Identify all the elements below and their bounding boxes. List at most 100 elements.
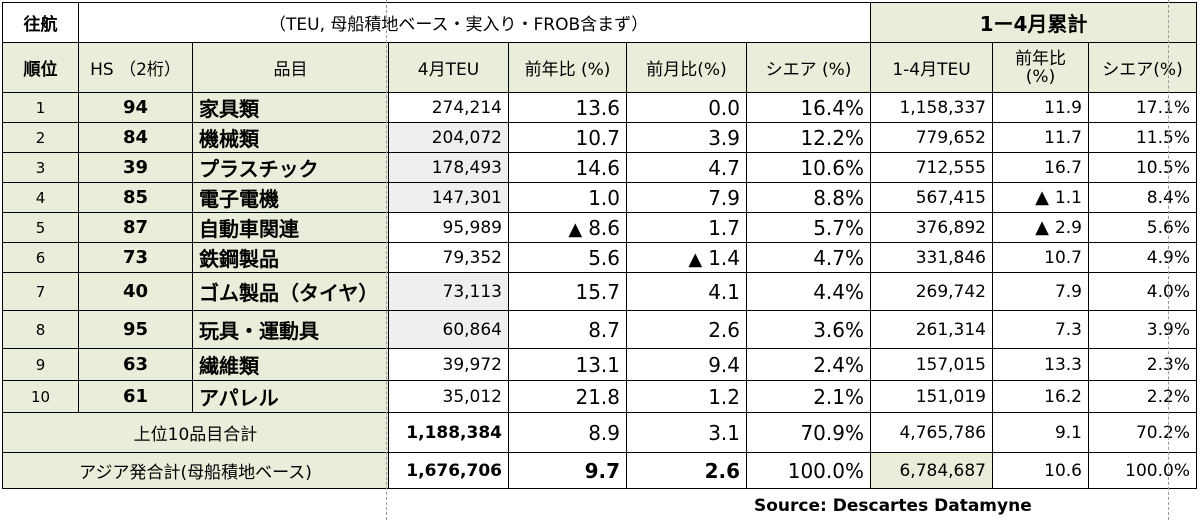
cum-teu-cell: 1,158,337 xyxy=(870,92,993,123)
cum-share-cell: 8.4% xyxy=(1088,182,1197,213)
cum-yoy-cell: 7.3 xyxy=(992,310,1089,349)
total-cum-share-cell: 70.2% xyxy=(1088,412,1197,453)
mom-cell: 2.6 xyxy=(626,310,747,349)
share-cell: 3.6% xyxy=(746,310,871,349)
total-teu-cell: 1,188,384 xyxy=(388,412,509,453)
hs-code-cell: 94 xyxy=(78,92,193,123)
share-cell: 5.7% xyxy=(746,212,871,243)
cum-share-cell: 5.6% xyxy=(1088,212,1197,243)
yoy-cell: 1.0 xyxy=(508,182,627,213)
cum-yoy-cell: ▲ 1.1 xyxy=(992,182,1089,213)
total-cum-share-cell: 100.0% xyxy=(1088,452,1197,489)
cum-teu-cell: 331,846 xyxy=(870,242,993,273)
cum-yoy-cell: 16.7 xyxy=(992,152,1089,183)
share-cell: 16.4% xyxy=(746,92,871,123)
rank-cell: 10 xyxy=(2,380,79,413)
unit-note: （TEU, 母船積地ベース・実入り・FROB含まず） xyxy=(78,2,871,43)
mom-cell: 4.7 xyxy=(626,152,747,183)
rank-cell: 2 xyxy=(2,122,79,153)
cum-share-cell: 4.9% xyxy=(1088,242,1197,273)
header-rank: 順位 xyxy=(2,42,79,93)
hs-code-cell: 73 xyxy=(78,242,193,273)
cum-yoy-cell: 16.2 xyxy=(992,380,1089,413)
cum-yoy-cell: 10.7 xyxy=(992,242,1089,273)
mom-cell-value: 9.4 xyxy=(708,352,740,377)
mom-cell-value: 7.9 xyxy=(708,185,740,210)
negative-triangle-icon: ▲ xyxy=(568,218,583,240)
total-teu-cell: 1,676,706 xyxy=(388,452,509,489)
yoy-cell-value: 8.7 xyxy=(588,317,620,342)
cum-yoy-cell-value: 1.1 xyxy=(1054,188,1082,208)
header-item: 品目 xyxy=(192,42,389,93)
total-mom-cell: 3.1 xyxy=(626,412,747,453)
cum-teu-cell: 269,742 xyxy=(870,272,993,311)
cum-yoy-cell: 13.3 xyxy=(992,348,1089,381)
total-label-cell: アジア発合計(母船積地ベース) xyxy=(2,452,389,489)
hs-code-cell: 39 xyxy=(78,152,193,183)
cum-share-cell: 3.9% xyxy=(1088,310,1197,349)
cum-teu-cell: 157,015 xyxy=(870,348,993,381)
total-share-cell: 70.9% xyxy=(746,412,871,453)
header-cum-yoy-line2: (%) xyxy=(1025,66,1056,87)
item-name-cell: 玩具・運動具 xyxy=(192,310,389,349)
share-cell: 4.4% xyxy=(746,272,871,311)
hs-code-cell: 63 xyxy=(78,348,193,381)
header-april-teu: 4月TEU xyxy=(388,42,509,93)
corner-label: 往航 xyxy=(2,2,79,43)
april-teu-cell: 178,493 xyxy=(388,152,509,183)
hs-code-cell: 85 xyxy=(78,182,193,213)
yoy-cell-value: 13.1 xyxy=(575,352,620,377)
cum-teu-cell: 567,415 xyxy=(870,182,993,213)
rank-cell: 4 xyxy=(2,182,79,213)
share-cell: 12.2% xyxy=(746,122,871,153)
mom-cell-value: 1.7 xyxy=(708,215,740,240)
header-cum-yoy: 前年比 (%) xyxy=(992,42,1089,93)
trade-table: 往航 （TEU, 母船積地ベース・実入り・FROB含まず） 1ー4月累計 順位 … xyxy=(2,2,1197,489)
yoy-cell: 15.7 xyxy=(508,272,627,311)
total-yoy-cell: 9.7 xyxy=(508,452,627,489)
share-cell: 2.4% xyxy=(746,348,871,381)
table-row: 5 87 自動車関連 95,989 ▲ 8.6 1.7 5.7% 376,892 ▲ 2.9 5.6% xyxy=(2,212,1197,243)
cum-yoy-cell-value: 10.7 xyxy=(1044,247,1082,268)
rank-cell: 8 xyxy=(2,310,79,349)
total-cum-yoy-cell: 10.6 xyxy=(992,452,1089,489)
table-row: 8 95 玩具・運動具 60,864 8.7 2.6 3.6% 261,314 7.3 3.9% xyxy=(2,310,1197,349)
yoy-cell: 10.7 xyxy=(508,122,627,153)
april-teu-cell: 79,352 xyxy=(388,242,509,273)
mom-cell-value: 2.6 xyxy=(708,317,740,342)
share-cell: 8.8% xyxy=(746,182,871,213)
rank-cell: 1 xyxy=(2,92,79,123)
cum-yoy-cell-value: 11.9 xyxy=(1044,97,1082,118)
source-credit: Source: Descartes Datamyne xyxy=(754,496,1032,516)
mom-cell: 4.1 xyxy=(626,272,747,311)
table-row: 9 63 繊維類 39,972 13.1 9.4 2.4% 157,015 13.3 2.3% xyxy=(2,348,1197,381)
yoy-cell-value: 1.0 xyxy=(588,185,620,210)
yoy-cell: 5.6 xyxy=(508,242,627,273)
rank-cell: 9 xyxy=(2,348,79,381)
mom-cell: 3.9 xyxy=(626,122,747,153)
mom-cell-value: 4.7 xyxy=(708,155,740,180)
cum-share-cell: 2.3% xyxy=(1088,348,1197,381)
cum-teu-cell: 261,314 xyxy=(870,310,993,349)
rank-cell: 5 xyxy=(2,212,79,243)
item-name-cell: 鉄鋼製品 xyxy=(192,242,389,273)
mom-cell: 0.0 xyxy=(626,92,747,123)
table-row: 2 84 機械類 204,072 10.7 3.9 12.2% 779,652 11.7 11.5… xyxy=(2,122,1197,153)
cum-teu-cell: 376,892 xyxy=(870,212,993,243)
header-mom: 前月比(%) xyxy=(626,42,747,93)
header-cum-yoy-line1: 前年比 xyxy=(1015,48,1066,69)
header-cum-share: シエア(%) xyxy=(1088,42,1197,93)
hs-code-cell: 61 xyxy=(78,380,193,413)
cumulative-title: 1ー4月累計 xyxy=(870,2,1197,43)
mom-cell: ▲ 1.4 xyxy=(626,242,747,273)
yoy-cell-value: 13.6 xyxy=(575,95,620,120)
item-name-cell: ゴム製品（タイヤ） xyxy=(192,272,389,311)
cum-share-cell: 4.0% xyxy=(1088,272,1197,311)
negative-triangle-icon: ▲ xyxy=(1035,187,1049,208)
cum-share-cell: 10.5% xyxy=(1088,152,1197,183)
yoy-cell: 8.7 xyxy=(508,310,627,349)
item-name-cell: 電子電機 xyxy=(192,182,389,213)
total-cum-teu-cell: 4,765,786 xyxy=(870,412,993,453)
yoy-cell: 21.8 xyxy=(508,380,627,413)
cum-share-cell: 17.1% xyxy=(1088,92,1197,123)
